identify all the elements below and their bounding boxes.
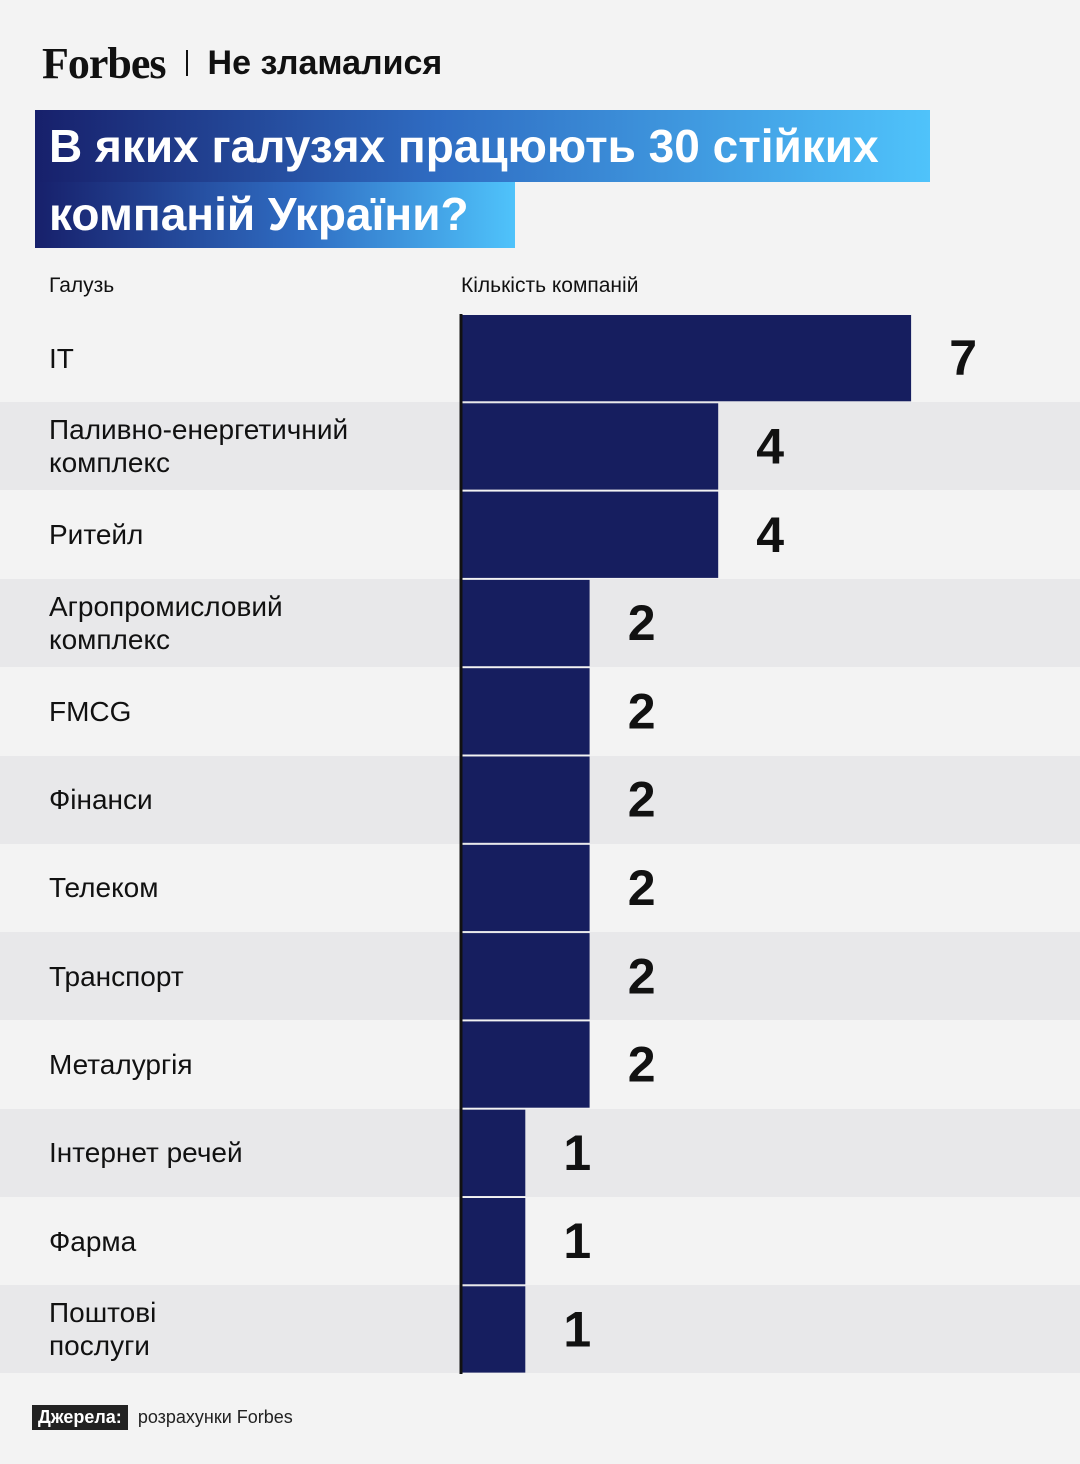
category-row: IT	[0, 314, 1080, 402]
data-label: 7	[949, 330, 977, 386]
header-divider	[185, 50, 188, 76]
bar	[461, 1021, 590, 1108]
chart-title-line-2: компаній України?	[35, 182, 515, 248]
category-label-line: Телеком	[49, 872, 159, 904]
bar	[461, 1286, 526, 1373]
category-label-line: Фінанси	[49, 784, 153, 815]
category-axis-label: Галузь	[49, 274, 115, 297]
category-row: Металургія	[0, 1020, 1080, 1108]
category-label-line: Інтернет речей	[49, 1137, 243, 1169]
data-label: 4	[756, 507, 784, 563]
category-row: Телеком	[0, 844, 1080, 932]
category-row: Ритейл	[0, 491, 1080, 579]
data-label: 2	[628, 772, 656, 828]
category-label: Телеком	[49, 844, 449, 932]
data-label: 1	[563, 1301, 591, 1357]
category-label: Інтернет речей	[49, 1109, 449, 1197]
category-label: Паливно-енергетичний комплекс	[49, 402, 449, 490]
category-label-line: Поштові	[49, 1297, 157, 1329]
category-row: Інтернет речей	[0, 1108, 1080, 1197]
category-label-line: Транспорт	[49, 960, 184, 992]
source-text: розрахунки Forbes	[137, 1407, 293, 1427]
data-label: 2	[628, 683, 656, 739]
category-label-line: комплекс	[49, 623, 171, 655]
category-label: Агропромисловий комплекс	[49, 579, 449, 667]
data-label: 2	[628, 948, 656, 1004]
bar	[461, 668, 590, 755]
project-title: Не зламалися	[207, 43, 443, 82]
data-label: 2	[628, 860, 656, 916]
source-note: Джерела: розрахунки Forbes	[32, 1405, 293, 1430]
bar	[461, 579, 590, 667]
category-label: Фінанси	[49, 756, 449, 844]
category-label: Металургія	[49, 1020, 449, 1108]
category-label: FMCG	[49, 667, 449, 755]
bar	[461, 1109, 526, 1196]
category-label-line: комплекс	[49, 447, 171, 479]
data-label: 1	[563, 1125, 591, 1181]
category-row: FMCG	[0, 667, 1080, 755]
header: Forbes Не зламалися	[42, 38, 442, 88]
forbes-logo: Forbes	[42, 38, 167, 88]
bar	[461, 1198, 526, 1285]
category-label-line: Паливно-енергетичний	[49, 414, 349, 446]
category-label-line: Металургія	[49, 1048, 193, 1080]
bar	[461, 933, 590, 1020]
data-label: 4	[756, 418, 784, 474]
category-label-line: Ритейл	[49, 519, 144, 551]
data-label: 1	[563, 1213, 591, 1269]
category-label-line: послуги	[49, 1330, 150, 1362]
category-label: Фарма	[49, 1197, 449, 1285]
source-label: Джерела:	[32, 1405, 128, 1430]
chart-title-line-1: В яких галузях працюють 30 стійких	[35, 110, 930, 182]
bar	[461, 844, 590, 932]
category-row: Фарма	[0, 1197, 1080, 1285]
data-label: 2	[628, 1037, 656, 1093]
category-label-line: Фарма	[49, 1225, 137, 1257]
category-label: Ритейл	[49, 491, 449, 579]
category-label-line: IT	[49, 342, 74, 374]
bar	[461, 315, 912, 402]
category-label: Транспорт	[49, 932, 449, 1020]
category-label: IT	[49, 314, 449, 402]
category-row: Поштові послуги	[0, 1285, 1080, 1374]
bar	[461, 403, 719, 490]
value-axis-label: Кількість компаній	[461, 274, 639, 297]
data-label: 2	[628, 595, 656, 651]
category-label: Поштові послуги	[49, 1285, 449, 1373]
category-label-line: Агропромисловий	[49, 590, 283, 622]
bar	[461, 491, 719, 578]
bar	[461, 756, 590, 843]
category-label-line: FMCG	[49, 695, 132, 727]
